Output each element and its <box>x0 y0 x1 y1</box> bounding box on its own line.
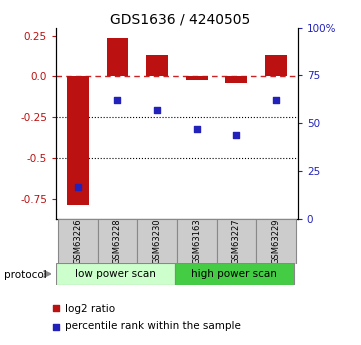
Point <box>53 324 59 330</box>
Text: protocol: protocol <box>4 270 46 279</box>
Point <box>194 126 200 132</box>
Bar <box>226 77 247 83</box>
Text: GSM63163: GSM63163 <box>192 219 201 264</box>
Point <box>53 305 59 310</box>
Bar <box>217 219 256 264</box>
Bar <box>58 219 97 264</box>
Text: GSM63230: GSM63230 <box>153 219 162 264</box>
Point <box>154 107 160 113</box>
Point <box>273 98 279 103</box>
Text: log2 ratio: log2 ratio <box>65 304 115 314</box>
Bar <box>67 77 89 205</box>
Text: GSM63226: GSM63226 <box>73 219 82 264</box>
Bar <box>97 219 137 264</box>
Text: percentile rank within the sample: percentile rank within the sample <box>65 321 241 331</box>
Text: low power scan: low power scan <box>75 269 156 279</box>
Text: GDS1636 / 4240505: GDS1636 / 4240505 <box>110 12 251 26</box>
Point <box>114 98 120 103</box>
Bar <box>56 263 175 285</box>
Bar <box>177 219 217 264</box>
Bar <box>106 38 128 77</box>
Bar <box>175 263 294 285</box>
Bar <box>186 77 208 80</box>
Text: high power scan: high power scan <box>191 269 277 279</box>
Point <box>234 132 239 138</box>
Bar <box>146 55 168 77</box>
Text: GSM63227: GSM63227 <box>232 219 241 264</box>
Text: GSM63228: GSM63228 <box>113 219 122 264</box>
Bar <box>137 219 177 264</box>
Bar <box>256 219 296 264</box>
Point <box>75 184 81 189</box>
Bar <box>265 55 287 77</box>
Text: GSM63229: GSM63229 <box>271 219 280 264</box>
